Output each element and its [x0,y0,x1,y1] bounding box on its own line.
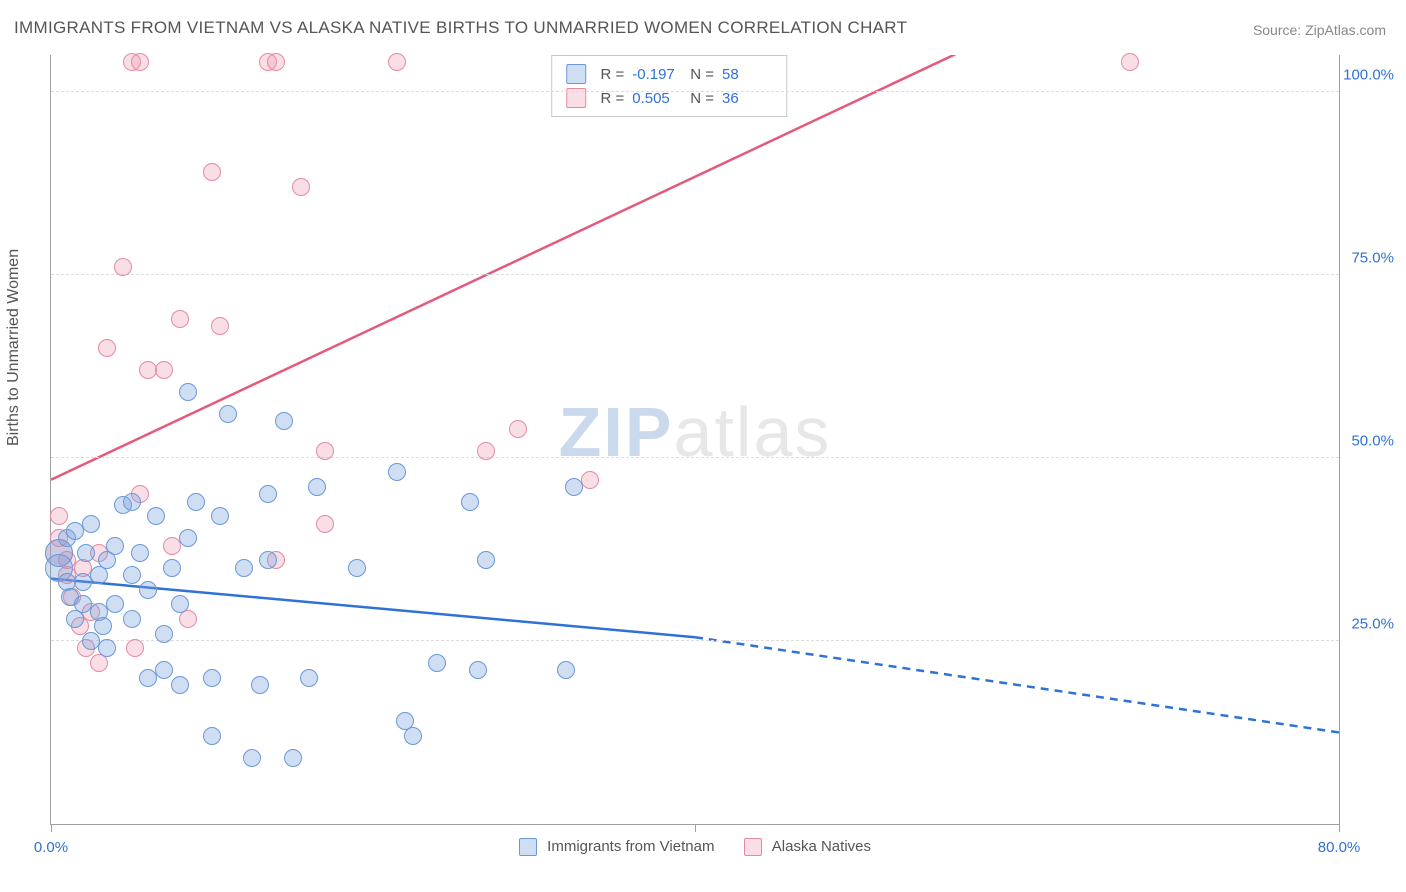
data-point-blue [251,676,269,694]
gridline [51,457,1339,458]
data-point-blue [219,405,237,423]
data-point-pink [509,420,527,438]
data-point-blue [94,617,112,635]
data-point-blue [275,412,293,430]
legend-item-blue: Immigrants from Vietnam [519,838,714,856]
data-point-blue [477,551,495,569]
data-point-blue [131,544,149,562]
data-point-blue [179,383,197,401]
stats-legend-box: R = -0.197 N = 58 R = 0.505 N = 36 [551,55,787,117]
data-point-pink [171,310,189,328]
data-point-blue [300,669,318,687]
data-point-blue [171,676,189,694]
source-label: Source: ZipAtlas.com [1253,22,1386,38]
pink-swatch-icon [744,838,762,856]
watermark: ZIPatlas [559,392,832,472]
y-axis-label: Births to Unmarried Women [5,249,23,446]
trend-lines-overlay [51,55,1339,824]
data-point-blue [106,595,124,613]
r-value-blue: -0.197 [632,66,682,83]
data-point-blue [147,507,165,525]
data-point-blue [163,559,181,577]
data-point-pink [581,471,599,489]
data-point-blue [461,493,479,511]
data-point-blue [171,595,189,613]
data-point-blue [77,544,95,562]
data-point-blue [428,654,446,672]
data-point-blue [211,507,229,525]
data-point-pink [98,339,116,357]
r-value-pink: 0.505 [632,90,682,107]
gridline [51,91,1339,92]
bottom-legend: Immigrants from Vietnam Alaska Natives [519,838,871,856]
data-point-blue [203,727,221,745]
data-point-blue [98,639,116,657]
data-point-blue [557,661,575,679]
data-point-blue [259,551,277,569]
data-point-pink [211,317,229,335]
data-point-blue [348,559,366,577]
n-label: N = [690,90,714,107]
r-label: R = [600,90,624,107]
legend-label-blue: Immigrants from Vietnam [547,838,714,855]
data-point-blue [123,566,141,584]
data-point-blue [155,625,173,643]
data-point-blue [155,661,173,679]
data-point-blue [565,478,583,496]
data-point-pink [267,53,285,71]
x-tick-label: 0.0% [34,839,68,856]
n-label: N = [690,66,714,83]
x-tick [695,824,696,832]
data-point-pink [316,442,334,460]
data-point-pink [131,53,149,71]
legend-label-pink: Alaska Natives [772,838,871,855]
gridline [51,274,1339,275]
data-point-pink [50,507,68,525]
data-point-pink [292,178,310,196]
data-point-pink [126,639,144,657]
data-point-blue [243,749,261,767]
r-label: R = [600,66,624,83]
chart-title: IMMIGRANTS FROM VIETNAM VS ALASKA NATIVE… [14,18,907,38]
data-point-pink [155,361,173,379]
x-tick-label: 80.0% [1318,839,1361,856]
stats-row-pink: R = 0.505 N = 36 [566,86,772,110]
data-point-blue [388,463,406,481]
data-point-blue [235,559,253,577]
data-point-blue [404,727,422,745]
data-point-pink [1121,53,1139,71]
data-point-blue [139,581,157,599]
data-point-blue [123,493,141,511]
data-point-pink [388,53,406,71]
data-point-blue [308,478,326,496]
y-tick-label: 75.0% [1351,249,1394,266]
data-point-blue [123,610,141,628]
data-point-pink [203,163,221,181]
blue-swatch-icon [519,838,537,856]
y-tick-label: 50.0% [1351,432,1394,449]
data-point-blue [187,493,205,511]
plot-area: ZIPatlas R = -0.197 N = 58 R = 0.505 N =… [50,55,1340,825]
legend-item-pink: Alaska Natives [744,838,871,856]
data-point-blue [469,661,487,679]
data-point-pink [316,515,334,533]
data-point-pink [477,442,495,460]
data-point-blue [284,749,302,767]
x-tick [51,824,52,832]
x-tick [1339,824,1340,832]
data-point-blue [82,515,100,533]
y-tick-label: 100.0% [1343,66,1394,83]
data-point-blue [106,537,124,555]
y-tick-label: 25.0% [1351,615,1394,632]
blue-swatch-icon [566,64,586,84]
gridline [51,640,1339,641]
data-point-blue [179,529,197,547]
n-value-blue: 58 [722,66,772,83]
data-point-blue [203,669,221,687]
data-point-blue [259,485,277,503]
data-point-pink [114,258,132,276]
stats-row-blue: R = -0.197 N = 58 [566,62,772,86]
n-value-pink: 36 [722,90,772,107]
